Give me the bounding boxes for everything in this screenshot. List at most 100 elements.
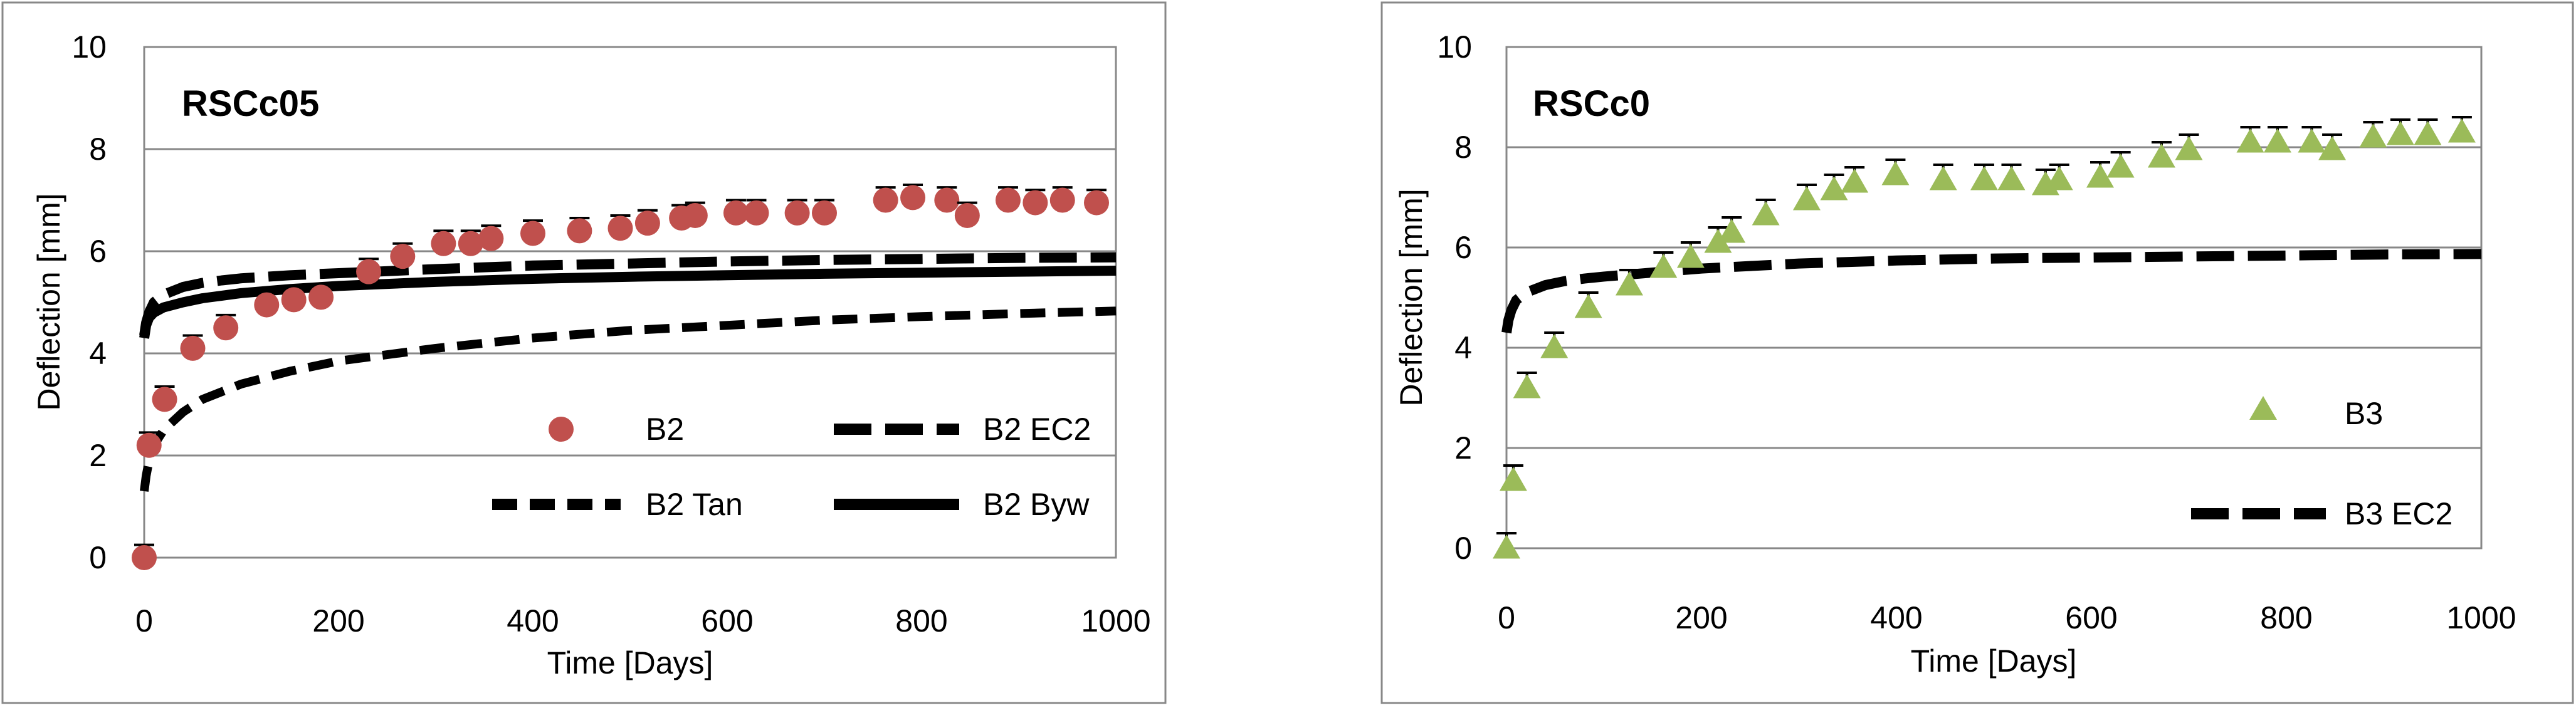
chart-1-x-tick-label: 1000 <box>1081 603 1150 638</box>
data-point-b3 <box>2175 136 2203 160</box>
data-point-b2 <box>954 202 980 228</box>
data-point-b2 <box>567 218 592 244</box>
chart-1-title: RSCc05 <box>182 83 319 124</box>
chart-1-y-tick-label: 0 <box>89 540 107 575</box>
data-point-b3 <box>1881 161 1910 185</box>
chart-1-x-tick-label: 0 <box>135 603 153 638</box>
data-point-b3 <box>1841 169 1869 193</box>
legend-item-b2-tan: B2 Tan <box>492 487 743 522</box>
data-point-b3 <box>1820 176 1848 200</box>
chart-1-x-tick-label: 800 <box>895 603 947 638</box>
data-point-b2 <box>478 226 504 251</box>
chart-1-x-tick-label: 400 <box>507 603 559 638</box>
data-point-b2 <box>132 545 157 570</box>
legend-swatch-b2 <box>549 417 574 442</box>
data-point-b2 <box>152 387 177 412</box>
chart-2-plot-area <box>1505 46 2483 549</box>
chart-1-y-tick-label: 6 <box>89 234 107 269</box>
data-point-b3 <box>1718 219 1746 243</box>
chart-2-x-tick-label: 200 <box>1675 600 1727 635</box>
data-point-b2 <box>1049 187 1075 213</box>
data-point-b2 <box>458 231 483 256</box>
data-point-b2 <box>744 200 769 226</box>
data-point-b3 <box>1970 166 1998 190</box>
chart-2: RSCc0 0 2 4 6 8 10 0 200 400 600 800 1000 Time [Day… <box>1380 1 2574 704</box>
chart-2-y-axis-label: Deflection [mm] <box>1394 189 1429 406</box>
data-point-b2 <box>812 200 837 226</box>
data-point-b3 <box>2106 154 2135 178</box>
data-point-b2 <box>254 292 280 318</box>
data-point-b3 <box>2236 128 2264 153</box>
chart-2-x-tick-label: 0 <box>1498 600 1515 635</box>
data-point-b3 <box>1929 166 1957 190</box>
data-point-b3 <box>1704 229 1732 253</box>
data-point-b2 <box>180 335 206 361</box>
data-point-b3 <box>2264 128 2292 153</box>
chart-2-y-tick-label: 10 <box>1437 29 1472 65</box>
chart-2-y-tick-label: 2 <box>1454 430 1472 466</box>
data-point-b3 <box>1574 294 1602 318</box>
legend-label-b3: B3 <box>2345 396 2383 431</box>
data-point-b2 <box>934 187 960 213</box>
data-point-b2 <box>136 432 162 458</box>
data-point-b3 <box>1752 201 1780 226</box>
data-point-b3 <box>1513 374 1541 398</box>
data-point-b2 <box>682 202 708 228</box>
legend-label-b3-ec2: B3 EC2 <box>2345 496 2452 531</box>
chart-2-y-tick-label: 4 <box>1454 330 1472 365</box>
data-point-b2 <box>281 287 307 313</box>
legend-label-b2-byw: B2 Byw <box>983 487 1090 522</box>
data-point-b2 <box>520 221 545 246</box>
data-point-b3 <box>2045 166 2073 190</box>
chart-1-x-tick-label: 600 <box>701 603 753 638</box>
chart-1-plot-area <box>143 46 1117 559</box>
chart-2-title: RSCc0 <box>1533 83 1650 124</box>
chart-2-x-tick-label: 600 <box>2065 600 2117 635</box>
chart-1-y-tick-label: 4 <box>89 336 107 371</box>
data-point-b2 <box>1084 190 1109 216</box>
data-point-b3 <box>1493 534 1520 559</box>
data-point-b3 <box>2298 128 2326 153</box>
data-point-b3 <box>2086 164 2114 188</box>
data-point-b2 <box>1023 190 1048 216</box>
data-point-b2 <box>390 244 416 269</box>
chart-2-x-tick-label: 1000 <box>2446 600 2516 635</box>
data-point-b2 <box>634 211 660 236</box>
legend-item-b2-byw: B2 Byw <box>834 487 1090 522</box>
chart-1-x-tick-label: 200 <box>312 603 364 638</box>
data-point-b3 <box>2414 121 2442 145</box>
data-point-b3 <box>1792 186 1821 211</box>
legend-item-b2-ec2: B2 EC2 <box>834 412 1091 447</box>
data-point-b2 <box>784 200 810 226</box>
data-point-b3 <box>1649 254 1678 278</box>
data-point-b2 <box>873 187 898 213</box>
data-point-b3 <box>1499 467 1527 491</box>
chart-1-y-tick-label: 8 <box>89 132 107 167</box>
data-point-b2 <box>607 216 633 241</box>
chart-1-legend: B2 B2 EC2 B2 Tan B2 Byw <box>492 412 1091 522</box>
legend-item-b3: B3 <box>2249 396 2383 431</box>
legend-swatch-b3 <box>2249 396 2277 420</box>
data-point-b3 <box>2147 143 2175 168</box>
series-line-b2-ec2 <box>139 252 1117 336</box>
chart-2-x-tick-label: 400 <box>1870 600 1922 635</box>
data-point-b3 <box>2318 136 2347 160</box>
data-point-b3 <box>2359 123 2387 148</box>
data-point-b3 <box>1540 334 1569 358</box>
data-point-b2 <box>723 200 749 226</box>
data-point-b2 <box>900 185 926 211</box>
chart-2-y-tick-label: 0 <box>1454 531 1472 566</box>
legend-item-b3-ec2: B3 EC2 <box>2191 496 2452 531</box>
data-point-b3 <box>1997 166 2026 190</box>
chart-1: RSCc05 0 2 4 6 8 10 0 200 400 600 800 1000 Time [Da… <box>1 1 1167 704</box>
legend-label-b2-tan: B2 Tan <box>646 487 743 522</box>
chart-2-x-tick-label: 800 <box>2260 600 2312 635</box>
chart-1-y-tick-label: 10 <box>71 29 107 65</box>
data-point-b2 <box>356 259 382 284</box>
data-point-b3 <box>2447 118 2476 143</box>
data-point-b2 <box>308 284 334 310</box>
data-point-b3 <box>2386 121 2414 145</box>
chart-1-x-axis-label: Time [Days] <box>547 645 713 680</box>
data-point-b2 <box>995 187 1021 213</box>
